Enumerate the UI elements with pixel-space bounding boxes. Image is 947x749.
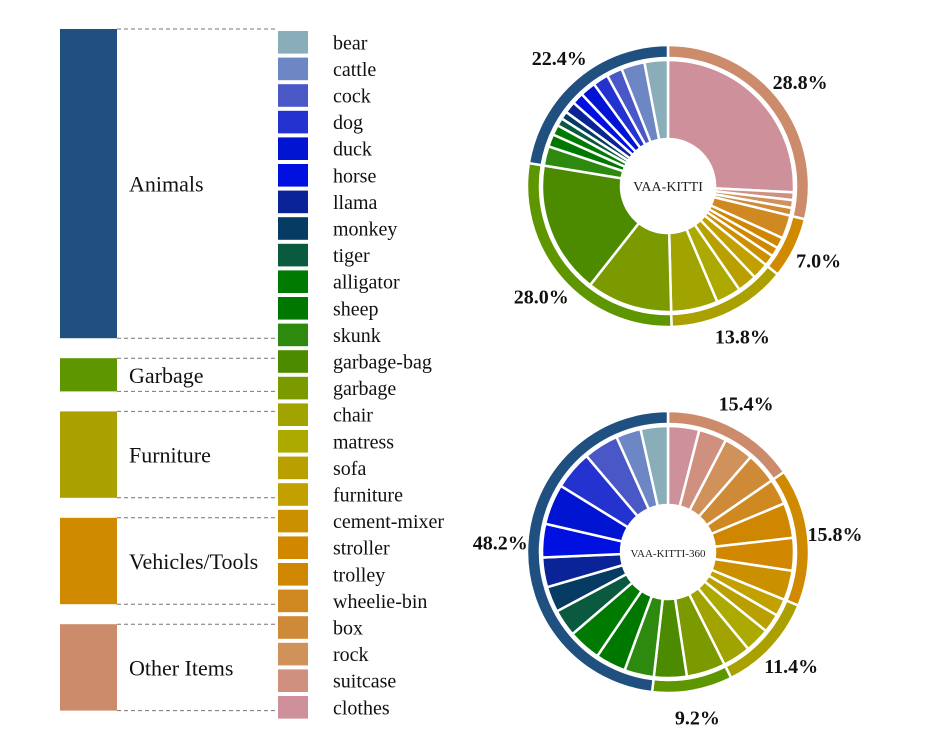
legend-label-clothes: clothes (333, 697, 390, 719)
legend-label-sheep: sheep (333, 298, 379, 320)
legend-swatch-monkey (278, 217, 308, 240)
legend-label-suitcase: suitcase (333, 671, 396, 693)
legend-swatch-matress (278, 430, 308, 453)
legend-label-furniture: furniture (333, 485, 403, 507)
chart-2-ring-animals (525, 409, 670, 694)
legend-swatch-cattle (278, 57, 308, 81)
chart-2-pct-animals: 48.2% (473, 533, 528, 555)
chart-1-slice-bear (642, 58, 670, 142)
legend-swatch-dog (278, 110, 308, 134)
legend-label-sofa: sofa (333, 458, 366, 480)
legend-swatch-wheelie-bin (278, 589, 308, 613)
legend-swatch-garbage-bag (278, 350, 308, 373)
legend-label-alligator: alligator (333, 272, 400, 294)
chart-1-center-label: VAA-KITTI (633, 180, 703, 195)
category-bar-garbage (60, 358, 117, 392)
legend-swatch-furniture (278, 483, 308, 506)
legend-label-skunk: skunk (333, 325, 381, 347)
category-label-other-items: Other Items (129, 655, 233, 680)
legend-label-monkey: monkey (333, 219, 397, 241)
legend-swatch-sheep (278, 297, 308, 320)
category-label-furniture: Furniture (129, 443, 211, 468)
legend-swatch-sofa (278, 456, 308, 480)
chart-1-pct-garbage: 28.0% (514, 286, 569, 308)
legend-swatch-skunk (278, 323, 308, 347)
legend-swatch-horse (278, 164, 308, 187)
legend-label-llama: llama (333, 192, 378, 214)
legend-swatch-cement-mixer (278, 509, 308, 533)
chart-2-pct-other-items: 15.4% (719, 393, 774, 415)
legend-label-stroller: stroller (333, 538, 390, 560)
category-bar-furniture (60, 411, 117, 498)
legend-swatch-suitcase (278, 669, 308, 692)
category-bar-animals (60, 29, 117, 339)
legend-swatch-duck (278, 137, 308, 160)
category-bar-other-items (60, 624, 117, 711)
legend-label-wheelie-bin: wheelie-bin (333, 591, 427, 613)
category-bar-vehicles-tools (60, 517, 117, 605)
legend-label-cattle: cattle (333, 59, 376, 81)
chart-1-slice-clothes (666, 58, 796, 194)
legend-label-cock: cock (333, 86, 371, 108)
category-label-vehicles-tools: Vehicles/Tools (129, 549, 258, 574)
chart-1-ring-animals (527, 43, 670, 167)
legend-swatch-cock (278, 84, 308, 107)
legend-label-chair: chair (333, 405, 373, 427)
legend-label-bear: bear (333, 32, 368, 54)
legend-swatch-trolley (278, 563, 308, 586)
category-label-garbage: Garbage (129, 363, 204, 388)
chart-2-pct-furniture: 11.4% (764, 656, 818, 678)
legend-label-box: box (333, 618, 363, 640)
chart-1-pct-vehicles-tools: 7.0% (796, 250, 841, 272)
category-label-animals: Animals (129, 172, 204, 197)
legend-label-horse: horse (333, 165, 376, 187)
chart-1-pct-furniture: 13.8% (715, 327, 770, 349)
legend-swatch-box (278, 616, 308, 639)
legend-swatch-llama (278, 190, 308, 214)
chart-2-slice-bear (639, 424, 670, 508)
legend-swatch-garbage (278, 376, 308, 400)
legend-swatch-alligator (278, 270, 308, 293)
legend-label-trolley: trolley (333, 564, 385, 586)
legend-label-rock: rock (333, 644, 369, 666)
legend-swatch-stroller (278, 536, 308, 559)
legend-label-garbage: garbage (333, 378, 396, 400)
chart-1-pct-animals: 22.4% (532, 48, 587, 70)
legend-swatch-bear (278, 31, 308, 54)
legend-label-dog: dog (333, 112, 363, 134)
legend-label-tiger: tiger (333, 245, 370, 267)
legend-swatch-rock (278, 642, 308, 666)
chart-2-pct-garbage: 9.2% (675, 707, 720, 729)
legend-label-matress: matress (333, 431, 394, 453)
legend-label-cement-mixer: cement-mixer (333, 511, 444, 533)
chart-1-slice-garbage-bag (540, 164, 641, 287)
legend-swatch-tiger (278, 243, 308, 267)
legend-swatch-chair (278, 403, 308, 426)
legend-label-garbage-bag: garbage-bag (333, 352, 432, 374)
legend-label-duck: duck (333, 139, 372, 161)
legend-swatch-clothes (278, 696, 308, 719)
chart-2-pct-vehicles-tools: 15.8% (808, 524, 863, 546)
chart-1-pct-other-items: 28.8% (773, 72, 828, 94)
chart-2-center-label: VAA-KITTI-360 (631, 548, 706, 560)
